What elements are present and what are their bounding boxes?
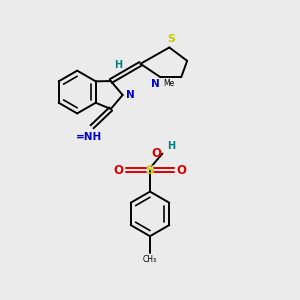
Text: N: N: [151, 79, 160, 89]
Text: O: O: [152, 147, 162, 160]
Text: H: H: [114, 60, 122, 70]
Text: CH₃: CH₃: [143, 255, 157, 264]
Text: Me: Me: [164, 79, 175, 88]
Text: O: O: [113, 164, 124, 177]
Text: S: S: [146, 164, 154, 177]
Text: S: S: [167, 34, 175, 44]
Text: O: O: [176, 164, 187, 177]
Text: =NH: =NH: [76, 132, 102, 142]
Text: H: H: [167, 141, 176, 151]
Text: N: N: [126, 90, 135, 100]
